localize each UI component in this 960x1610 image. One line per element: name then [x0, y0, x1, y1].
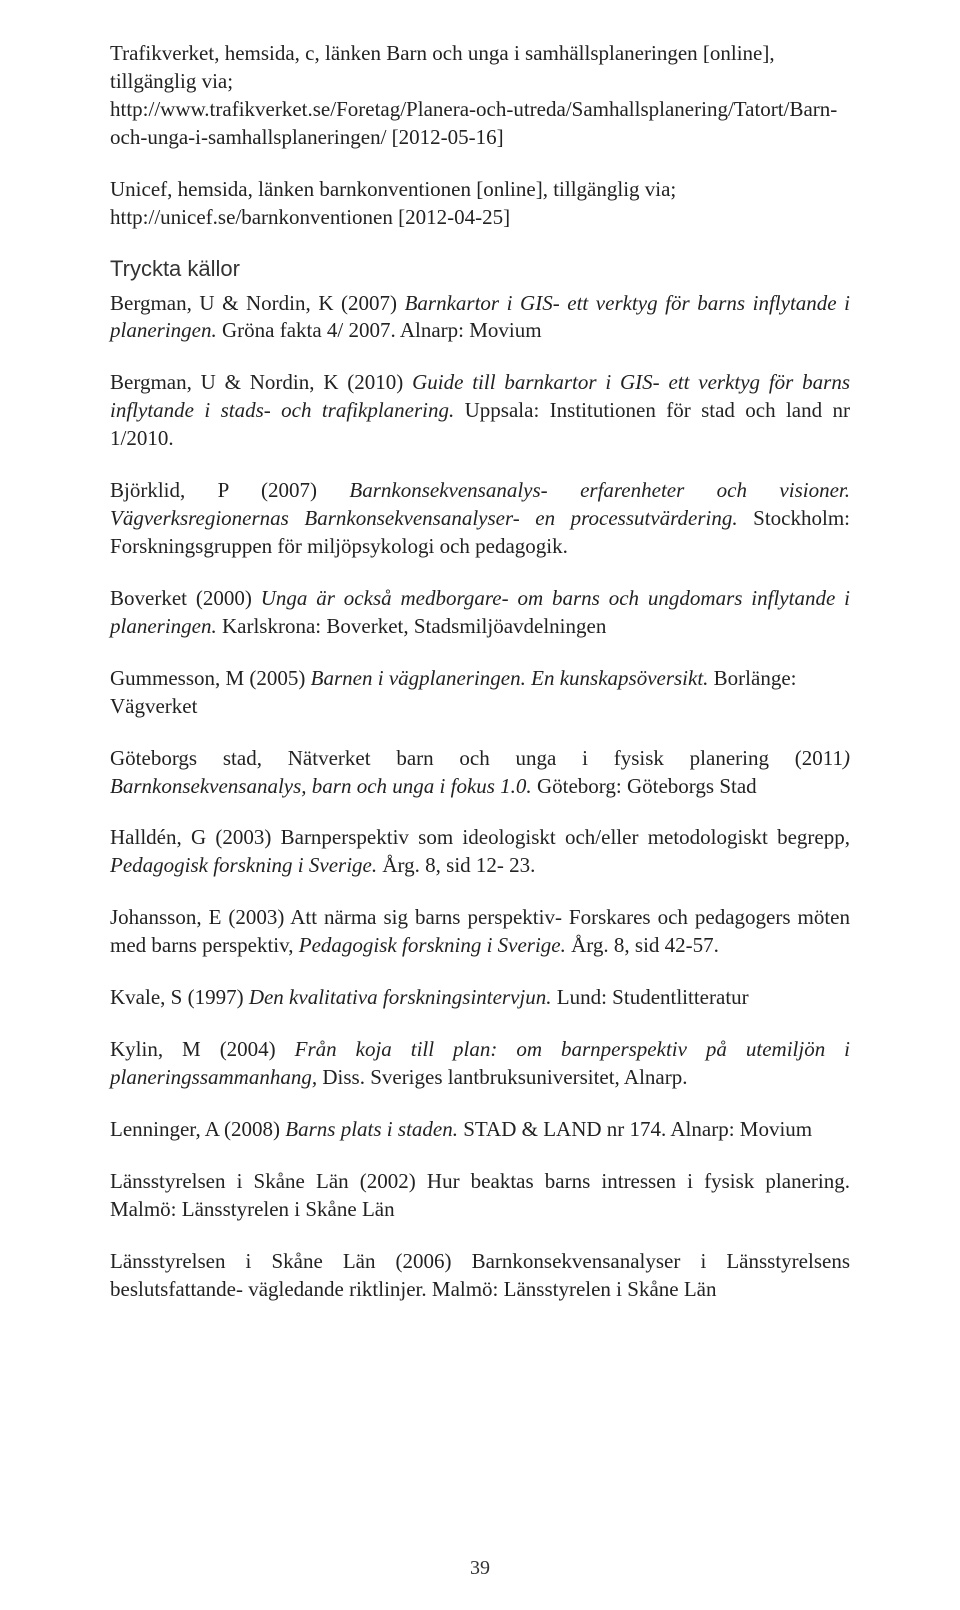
ref-url: http://www.trafikverket.se/Foretag/Plane…: [110, 97, 837, 149]
ref-prefix: Björklid, P (2007): [110, 478, 349, 502]
ref-suffix: Lund: Studentlitteratur: [552, 985, 749, 1009]
reference-trafikverket: Trafikverket, hemsida, c, länken Barn oc…: [110, 40, 850, 152]
ref-title: Barns plats i staden.: [285, 1117, 458, 1141]
ref-title: Pedagogisk forskning i Sverige.: [299, 933, 566, 957]
reference-gummesson-2005: Gummesson, M (2005) Barnen i vägplanerin…: [110, 665, 850, 721]
reference-unicef: Unicef, hemsida, länken barnkonventionen…: [110, 176, 850, 232]
reference-goteborgs-stad-2011: Göteborgs stad, Nätverket barn och unga …: [110, 745, 850, 801]
ref-prefix: Halldén, G (2003) Barnperspektiv som ide…: [110, 825, 850, 849]
ref-prefix: Bergman, U & Nordin, K (2007): [110, 291, 405, 315]
ref-prefix: Bergman, U & Nordin, K (2010): [110, 370, 412, 394]
reference-hallden-2003: Halldén, G (2003) Barnperspektiv som ide…: [110, 824, 850, 880]
ref-prefix: Lenninger, A (2008): [110, 1117, 285, 1141]
ref-prefix: Kylin, M (2004): [110, 1037, 295, 1061]
ref-suffix: Årg. 8, sid 42-57.: [566, 933, 719, 957]
ref-suffix: Karlskrona: Boverket, Stadsmiljöavdelnin…: [217, 614, 607, 638]
ref-suffix: Göteborg: Göteborgs Stad: [532, 774, 757, 798]
ref-url: http://unicef.se/barnkonventionen [2012-…: [110, 205, 510, 229]
section-heading-tryckta-kallor: Tryckta källor: [110, 256, 850, 282]
reference-lansstyrelsen-2006: Länsstyrelsen i Skåne Län (2006) Barnkon…: [110, 1248, 850, 1304]
reference-boverket-2000: Boverket (2000) Unga är också medborgare…: [110, 585, 850, 641]
ref-suffix: STAD & LAND nr 174. Alnarp: Movium: [458, 1117, 812, 1141]
reference-lenninger-2008: Lenninger, A (2008) Barns plats i staden…: [110, 1116, 850, 1144]
reference-kvale-1997: Kvale, S (1997) Den kvalitativa forsknin…: [110, 984, 850, 1012]
reference-bergman-2010: Bergman, U & Nordin, K (2010) Guide till…: [110, 369, 850, 453]
ref-prefix: Gummesson, M (2005): [110, 666, 311, 690]
ref-suffix: Diss. Sveriges lantbruksuniversitet, Aln…: [317, 1065, 687, 1089]
ref-prefix: Boverket (2000): [110, 586, 261, 610]
ref-title: Den kvalitativa forskningsintervjun.: [249, 985, 552, 1009]
ref-suffix: Årg. 8, sid 12- 23.: [377, 853, 535, 877]
reference-johansson-2003: Johansson, E (2003) Att närma sig barns …: [110, 904, 850, 960]
document-page: Trafikverket, hemsida, c, länken Barn oc…: [0, 0, 960, 1610]
reference-lansstyrelsen-2002: Länsstyrelsen i Skåne Län (2002) Hur bea…: [110, 1168, 850, 1224]
ref-title: Barnen i vägplaneringen. En kunskapsöver…: [311, 666, 709, 690]
ref-title: Pedagogisk forskning i Sverige.: [110, 853, 377, 877]
ref-prefix: Kvale, S (1997): [110, 985, 249, 1009]
ref-prefix: Göteborgs stad, Nätverket barn och unga …: [110, 746, 843, 770]
reference-kylin-2004: Kylin, M (2004) Från koja till plan: om …: [110, 1036, 850, 1092]
ref-text: Trafikverket, hemsida, c, länken Barn oc…: [110, 41, 775, 93]
ref-text: Unicef, hemsida, länken barnkonventionen…: [110, 177, 676, 201]
reference-bjorklid-2007: Björklid, P (2007) Barnkonsekvensanalys-…: [110, 477, 850, 561]
reference-bergman-2007: Bergman, U & Nordin, K (2007) Barnkartor…: [110, 290, 850, 346]
page-number: 39: [0, 1557, 960, 1580]
ref-suffix: Gröna fakta 4/ 2007. Alnarp: Movium: [217, 318, 542, 342]
